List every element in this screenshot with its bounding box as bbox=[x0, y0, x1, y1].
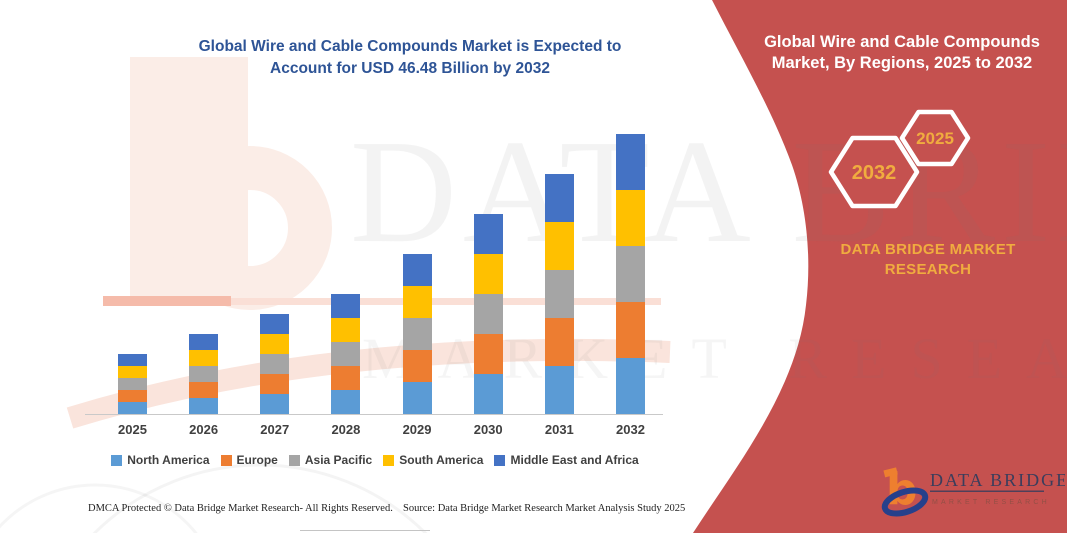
bar-segment-2032-middle-east-and-africa bbox=[615, 134, 645, 190]
logo-title-text: DATA BRIDGE bbox=[930, 470, 1065, 490]
bar-segment-2029-middle-east-and-africa bbox=[402, 254, 432, 286]
bar-stack-2027 bbox=[260, 314, 290, 414]
legend-swatch bbox=[494, 454, 506, 466]
bar-segment-2030-middle-east-and-africa bbox=[473, 214, 503, 254]
bar-segment-2025-north-america bbox=[118, 402, 147, 414]
bar-segment-2028-north-america bbox=[331, 390, 361, 414]
bar-segment-2031-north-america bbox=[544, 366, 574, 414]
x-axis-label-2031: 2031 bbox=[544, 422, 574, 437]
bar-stack-2029 bbox=[402, 254, 432, 414]
legend-item-north-america: North America bbox=[111, 453, 210, 467]
brand-panel-text: DATA BRIDGE MARKET RESEARCH bbox=[840, 241, 1016, 279]
bar-segment-2031-middle-east-and-africa bbox=[544, 174, 574, 222]
data-bridge-b-icon: b bbox=[881, 464, 929, 517]
bar-segment-2032-south-america bbox=[615, 190, 645, 246]
chart-legend: North America Europe Asia Pacific South Ame… bbox=[75, 453, 675, 467]
bar-segment-2030-asia-pacific bbox=[473, 294, 503, 334]
legend-swatch bbox=[288, 454, 300, 466]
legend-item-middle-east-and-africa: Middle East and Africa bbox=[494, 453, 639, 467]
legend-label: Europe bbox=[236, 453, 278, 467]
bar-segment-2029-europe bbox=[402, 350, 432, 382]
year-hexagon-badges: 2032 2025 bbox=[828, 109, 971, 209]
bar-segment-2029-asia-pacific bbox=[402, 318, 432, 350]
bar-stack-2030 bbox=[473, 214, 503, 414]
dmca-footer-text: DMCA Protected © Data Bridge Market Rese… bbox=[88, 503, 393, 514]
x-axis-line bbox=[85, 414, 663, 415]
bar-segment-2026-asia-pacific bbox=[189, 366, 219, 382]
legend-swatch bbox=[383, 454, 395, 466]
legend-label: Middle East and Africa bbox=[510, 453, 639, 467]
logo-subtitle-text: MARKET RESEARCH bbox=[932, 499, 1050, 506]
bar-segment-2029-south-america bbox=[402, 286, 432, 318]
bar-segment-2026-europe bbox=[189, 382, 219, 398]
bar-stack-2032 bbox=[615, 134, 645, 414]
hexagon-2032-label: 2032 bbox=[852, 162, 897, 184]
bar-segment-2027-asia-pacific bbox=[260, 354, 290, 374]
bar-segment-2032-europe bbox=[615, 302, 645, 358]
legend-swatch bbox=[111, 454, 123, 466]
x-axis-label-2027: 2027 bbox=[260, 422, 290, 437]
panel-title: Global Wire and Cable Compounds Market, … bbox=[764, 33, 1040, 73]
bar-segment-2031-asia-pacific bbox=[544, 270, 574, 318]
legend-label: South America bbox=[399, 453, 484, 467]
bar-segment-2026-north-america bbox=[189, 398, 219, 414]
bar-stack-2025 bbox=[118, 354, 147, 414]
bar-stack-2028 bbox=[331, 294, 361, 414]
hexagon-2025-label: 2025 bbox=[916, 129, 954, 148]
x-axis-label-2032: 2032 bbox=[616, 422, 645, 437]
legend-label: Asia Pacific bbox=[304, 453, 373, 467]
bar-segment-2028-middle-east-and-africa bbox=[331, 294, 361, 318]
bottom-edge-mark bbox=[300, 530, 430, 531]
x-axis-label-2025: 2025 bbox=[118, 422, 147, 437]
bar-segment-2027-europe bbox=[260, 374, 290, 394]
bar-segment-2025-south-america bbox=[118, 366, 147, 378]
bar-segment-2030-europe bbox=[473, 334, 503, 374]
legend-label: North America bbox=[127, 453, 210, 467]
bar-segment-2030-north-america bbox=[473, 374, 503, 414]
bar-segment-2027-south-america bbox=[260, 334, 290, 354]
bar-segment-2029-north-america bbox=[402, 382, 432, 414]
x-axis-label-2029: 2029 bbox=[402, 422, 432, 437]
bar-segment-2031-europe bbox=[544, 318, 574, 366]
bar-segment-2025-europe bbox=[118, 390, 147, 402]
bar-stack-2031 bbox=[544, 174, 574, 414]
legend-swatch bbox=[220, 454, 232, 466]
logo-underline bbox=[930, 490, 1044, 492]
legend-item-south-america: South America bbox=[383, 453, 483, 467]
bar-segment-2027-middle-east-and-africa bbox=[260, 314, 290, 334]
bar-segment-2026-middle-east-and-africa bbox=[189, 334, 219, 350]
x-axis-label-2028: 2028 bbox=[331, 422, 361, 437]
bar-stack-2026 bbox=[189, 334, 219, 414]
bar-segment-2028-asia-pacific bbox=[331, 342, 361, 366]
data-bridge-logo: b DATA BRIDGE MARKET RESEARCH bbox=[881, 464, 1065, 517]
bar-segment-2032-north-america bbox=[615, 358, 645, 414]
bar-segment-2028-europe bbox=[331, 366, 361, 390]
bar-segment-2025-middle-east-and-africa bbox=[118, 354, 147, 366]
x-axis-label-2026: 2026 bbox=[189, 422, 219, 437]
bar-segment-2026-south-america bbox=[189, 350, 219, 366]
bar-segment-2030-south-america bbox=[473, 254, 503, 294]
bar-segment-2025-asia-pacific bbox=[118, 378, 147, 390]
source-footer-text: Source: Data Bridge Market Research Mark… bbox=[403, 503, 686, 514]
chart-headline: Global Wire and Cable Compounds Market i… bbox=[198, 38, 622, 77]
legend-item-europe: Europe bbox=[220, 453, 278, 467]
bar-segment-2028-south-america bbox=[331, 318, 361, 342]
bar-segment-2032-asia-pacific bbox=[615, 246, 645, 302]
x-axis-label-2030: 2030 bbox=[473, 422, 503, 437]
bar-segment-2027-north-america bbox=[260, 394, 290, 414]
bar-segment-2031-south-america bbox=[544, 222, 574, 270]
legend-item-asia-pacific: Asia Pacific bbox=[288, 453, 373, 467]
